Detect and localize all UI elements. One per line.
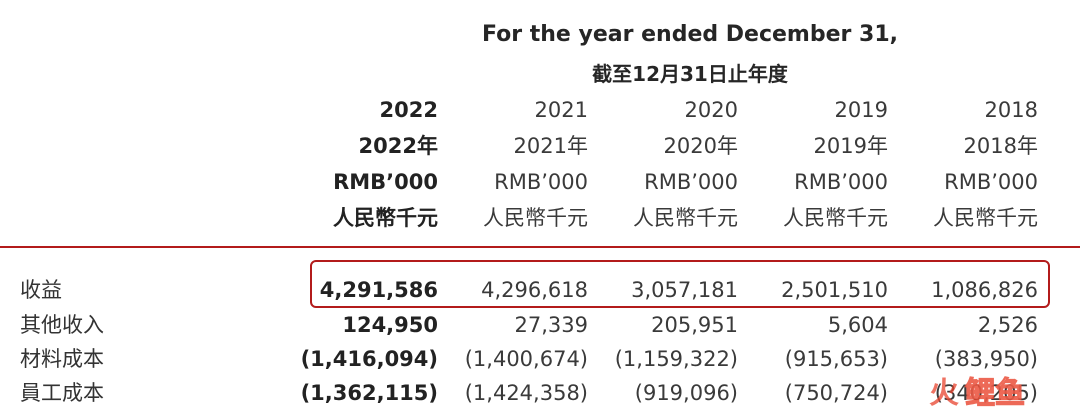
table-cell: (1,362,115) <box>300 381 438 405</box>
table-caption-zh: 截至12月31日止年度 <box>592 62 788 86</box>
svg-text:鲤鱼: 鲤鱼 <box>965 376 1025 410</box>
header-unit: RMB’000 <box>333 170 438 194</box>
watermark-logo: 火 鲤鱼 <box>929 375 1026 410</box>
table-row-material-costs: 材料成本 (1,416,094) (1,400,674) (1,159,322)… <box>0 343 1080 376</box>
row-label: 材料成本 <box>20 347 104 371</box>
header-unit-zh: 人民幣千元 <box>483 206 588 230</box>
column-header-2021: 2021 2021年 RMB’000 人民幣千元 <box>438 92 588 236</box>
table-cell: 1,086,826 <box>931 278 1038 302</box>
table-row-other-income: 其他收入 124,950 27,339 205,951 5,604 2,526 <box>0 309 1080 342</box>
table-cell: 124,950 <box>342 313 438 337</box>
column-header-2022: 2022 2022年 RMB’000 人民幣千元 <box>288 92 438 236</box>
table-cell: 3,057,181 <box>631 278 738 302</box>
table-cell: (1,416,094) <box>300 347 438 371</box>
header-unit: RMB’000 <box>794 170 888 194</box>
table-cell: (1,424,358) <box>464 381 588 405</box>
table-cell: (1,400,674) <box>464 347 588 371</box>
header-unit: RMB’000 <box>944 170 1038 194</box>
header-divider <box>0 246 1080 248</box>
header-unit: RMB’000 <box>644 170 738 194</box>
row-label: 其他收入 <box>20 313 104 337</box>
table-cell: 2,526 <box>977 313 1038 337</box>
table-cell: 27,339 <box>514 313 588 337</box>
table-row-revenue: 收益 4,291,586 4,296,618 3,057,181 2,501,5… <box>0 274 1080 307</box>
row-label: 員工成本 <box>20 381 104 405</box>
column-header-2019: 2019 2019年 RMB’000 人民幣千元 <box>738 92 888 236</box>
table-cell: (1,159,322) <box>614 347 738 371</box>
header-year-zh: 2019年 <box>813 134 888 158</box>
table-cell: 4,296,618 <box>481 278 588 302</box>
header-year-zh: 2018年 <box>963 134 1038 158</box>
header-unit-zh: 人民幣千元 <box>933 206 1038 230</box>
header-year-zh: 2022年 <box>358 134 438 158</box>
header-year: 2018 <box>984 98 1038 122</box>
table-cell: 4,291,586 <box>319 278 438 302</box>
table-cell: 2,501,510 <box>781 278 888 302</box>
header-unit-zh: 人民幣千元 <box>783 206 888 230</box>
header-unit-zh: 人民幣千元 <box>333 206 438 230</box>
table-cell: 5,604 <box>827 313 888 337</box>
row-label: 收益 <box>20 278 62 302</box>
header-year: 2022 <box>379 98 438 122</box>
table-cell: (915,653) <box>784 347 888 371</box>
table-cell: (750,724) <box>784 381 888 405</box>
column-header-2018: 2018 2018年 RMB’000 人民幣千元 <box>888 92 1038 236</box>
svg-text:火: 火 <box>929 376 959 410</box>
table-cell: (340,205) <box>934 381 1038 405</box>
table-row-staff-costs: 員工成本 (1,362,115) (1,424,358) (919,096) (… <box>0 377 1080 410</box>
table-cell: (383,950) <box>934 347 1038 371</box>
header-year: 2021 <box>534 98 588 122</box>
revenue-highlight-box <box>310 260 1050 308</box>
header-year-zh: 2021年 <box>513 134 588 158</box>
table-cell: 205,951 <box>651 313 738 337</box>
table-caption-en: For the year ended December 31, <box>481 22 898 47</box>
column-header-2020: 2020 2020年 RMB’000 人民幣千元 <box>588 92 738 236</box>
header-year-zh: 2020年 <box>663 134 738 158</box>
table-cell: (919,096) <box>634 381 738 405</box>
header-unit-zh: 人民幣千元 <box>633 206 738 230</box>
header-unit: RMB’000 <box>494 170 588 194</box>
header-year: 2019 <box>834 98 888 122</box>
header-year: 2020 <box>684 98 738 122</box>
